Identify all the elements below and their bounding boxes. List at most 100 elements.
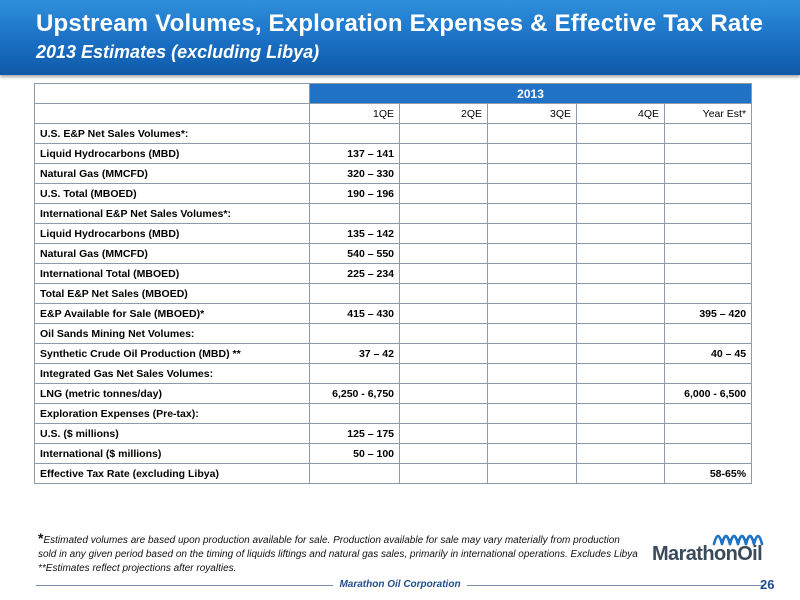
table-row: Total E&P Net Sales (MBOED) — [34, 283, 753, 304]
row-label: Integrated Gas Net Sales Volumes: — [34, 363, 310, 384]
footnote-star: * — [38, 530, 44, 546]
row-value — [663, 163, 753, 184]
row-value — [309, 403, 400, 424]
row-value: 225 – 234 — [309, 263, 400, 284]
row-value — [663, 283, 753, 304]
row-value — [309, 323, 400, 344]
row-label: Total E&P Net Sales (MBOED) — [34, 283, 310, 304]
row-label: Synthetic Crude Oil Production (MBD) ** — [34, 343, 310, 364]
row-value — [487, 403, 577, 424]
marathon-oil-logo: MarathonOil — [652, 543, 763, 565]
footnote-line-1: Estimated volumes are based upon product… — [43, 535, 620, 546]
row-value: 50 – 100 — [309, 443, 400, 464]
slide-title: Upstream Volumes, Exploration Expenses &… — [36, 10, 764, 37]
row-value — [663, 323, 753, 344]
footnote-line-2: sold in any given period based on the ti… — [38, 549, 638, 560]
row-value — [309, 463, 400, 484]
footer-company: Marathon Oil Corporation — [0, 579, 800, 590]
column-header-row: 1QE 2QE 3QE 4QE Year Est* — [34, 103, 753, 124]
row-value — [576, 463, 665, 484]
row-value — [399, 403, 488, 424]
table-row: International ($ millions) 50 – 100 — [34, 443, 753, 464]
row-value — [399, 443, 488, 464]
row-value — [309, 283, 400, 304]
row-value — [576, 183, 665, 204]
footnote-royalties: **Estimates reflect projections after ro… — [38, 563, 237, 574]
row-value — [399, 223, 488, 244]
row-value — [576, 443, 665, 464]
row-label: Exploration Expenses (Pre-tax): — [34, 403, 310, 424]
row-value — [576, 423, 665, 444]
row-value — [663, 203, 753, 224]
row-value: 540 – 550 — [309, 243, 400, 264]
row-value — [399, 263, 488, 284]
table-row: Liquid Hydrocarbons (MBD) 135 – 142 — [34, 223, 753, 244]
row-value: 190 – 196 — [309, 183, 400, 204]
row-value — [576, 163, 665, 184]
row-value — [487, 123, 577, 144]
row-value: 6,250 - 6,750 — [309, 383, 400, 404]
table-row: Integrated Gas Net Sales Volumes: — [34, 363, 753, 384]
row-value: 58-65% — [663, 463, 753, 484]
row-value — [487, 163, 577, 184]
row-value — [576, 243, 665, 264]
row-value — [399, 183, 488, 204]
table-row: U.S. E&P Net Sales Volumes*: — [34, 123, 753, 144]
row-value — [399, 123, 488, 144]
row-value — [309, 363, 400, 384]
row-value: 6,000 - 6,500 — [663, 383, 753, 404]
column-header-4qe: 4QE — [576, 103, 665, 124]
column-header-1qe: 1QE — [309, 103, 400, 124]
table-row: International Total (MBOED) 225 – 234 — [34, 263, 753, 284]
row-value — [663, 263, 753, 284]
row-value — [487, 183, 577, 204]
column-header-3qe: 3QE — [487, 103, 577, 124]
table-row: LNG (metric tonnes/day) 6,250 - 6,750 6,00… — [34, 383, 753, 404]
row-label: Liquid Hydrocarbons (MBD) — [34, 223, 310, 244]
row-label: U.S. E&P Net Sales Volumes*: — [34, 123, 310, 144]
year-header-cell: 2013 — [308, 83, 753, 104]
row-value — [663, 403, 753, 424]
row-value — [487, 443, 577, 464]
column-header-year-est: Year Est* — [663, 103, 753, 124]
table-row: U.S. ($ millions) 125 – 175 — [34, 423, 753, 444]
year-header-blank — [34, 83, 310, 104]
row-value — [576, 223, 665, 244]
year-header-row: 2013 — [34, 83, 753, 104]
table-row: Exploration Expenses (Pre-tax): — [34, 403, 753, 424]
column-header-blank — [34, 103, 310, 124]
row-value — [399, 143, 488, 164]
row-value — [487, 203, 577, 224]
table-row: U.S. Total (MBOED) 190 – 196 — [34, 183, 753, 204]
row-value — [487, 283, 577, 304]
row-value — [487, 343, 577, 364]
row-label: Natural Gas (MMCFD) — [34, 163, 310, 184]
row-value — [487, 263, 577, 284]
row-value — [663, 223, 753, 244]
row-value — [487, 223, 577, 244]
row-value — [399, 343, 488, 364]
row-value — [663, 443, 753, 464]
row-label: Effective Tax Rate (excluding Libya) — [34, 463, 310, 484]
row-label: LNG (metric tonnes/day) — [34, 383, 310, 404]
row-value — [399, 163, 488, 184]
row-value — [576, 403, 665, 424]
row-value: 395 – 420 — [663, 303, 753, 324]
row-value — [399, 363, 488, 384]
row-value: 37 – 42 — [309, 343, 400, 364]
row-value — [576, 303, 665, 324]
row-value — [399, 303, 488, 324]
row-label: International ($ millions) — [34, 443, 310, 464]
row-value — [663, 363, 753, 384]
column-header-2qe: 2QE — [399, 103, 488, 124]
row-label: Natural Gas (MMCFD) — [34, 243, 310, 264]
row-label: E&P Available for Sale (MBOED)* — [34, 303, 310, 324]
table-row: Liquid Hydrocarbons (MBD) 137 – 141 — [34, 143, 753, 164]
row-value: 415 – 430 — [309, 303, 400, 324]
row-value — [309, 123, 400, 144]
estimates-table: 2013 1QE 2QE 3QE 4QE Year Est* U.S. E&P … — [34, 83, 753, 484]
table-body: 2013 1QE 2QE 3QE 4QE Year Est* U.S. E&P … — [34, 83, 753, 484]
row-label: International Total (MBOED) — [34, 263, 310, 284]
row-value — [576, 263, 665, 284]
table-row: Synthetic Crude Oil Production (MBD) ** 3… — [34, 343, 753, 364]
